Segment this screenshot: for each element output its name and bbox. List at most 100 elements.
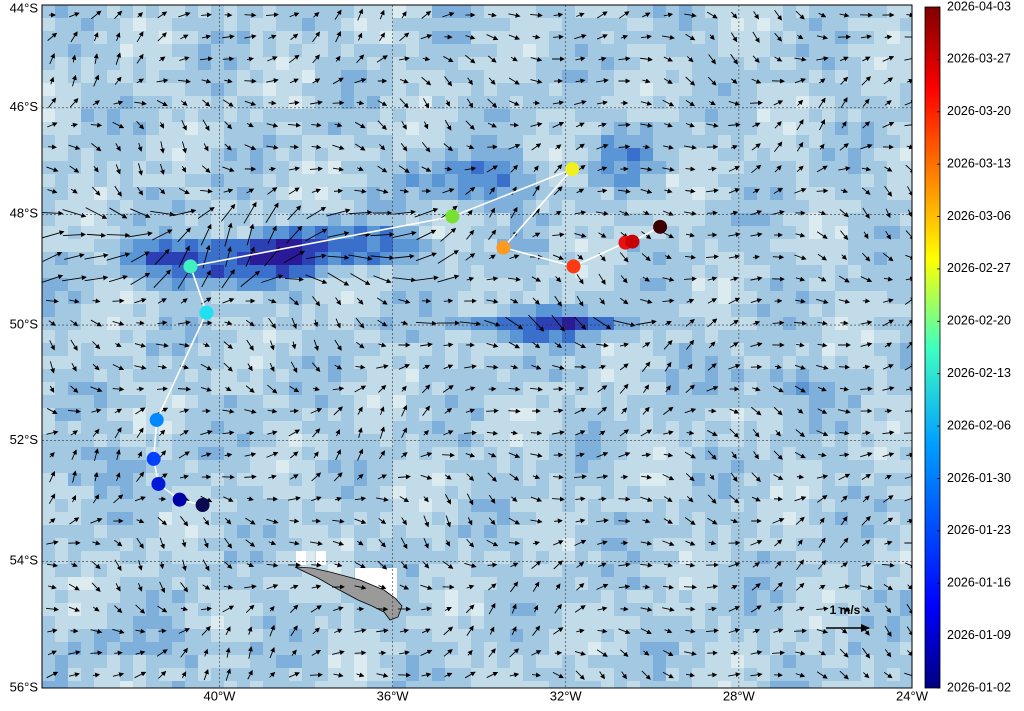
field-cell: [692, 395, 706, 409]
field-cell: [146, 629, 160, 643]
field-cell: [237, 668, 251, 682]
field-cell: [861, 525, 875, 539]
field-cell: [588, 616, 602, 630]
field-cell: [159, 174, 173, 188]
field-cell: [42, 31, 56, 45]
field-cell: [159, 187, 173, 201]
field-cell: [302, 187, 316, 201]
field-cell: [159, 44, 173, 58]
field-cell: [55, 161, 69, 175]
field-cell: [419, 265, 433, 279]
vector: [618, 125, 630, 126]
track-point: [625, 235, 639, 249]
field-cell: [484, 460, 498, 474]
field-cell: [887, 655, 901, 669]
colorbar-tick-label: 2026-02-27: [947, 261, 1011, 275]
field-cell: [653, 408, 667, 422]
field-cell: [653, 187, 667, 201]
field-cell: [887, 18, 901, 32]
field-cell: [315, 213, 329, 227]
field-cell: [809, 668, 823, 682]
field-cell: [822, 577, 836, 591]
field-cell: [731, 525, 745, 539]
field-cell: [237, 564, 251, 578]
field-cell: [42, 343, 56, 357]
field-cell: [315, 44, 329, 58]
field-cell: [718, 434, 732, 448]
field-cell: [536, 421, 550, 435]
field-cell: [848, 590, 862, 604]
field-cell: [640, 148, 654, 162]
field-cell: [523, 226, 537, 240]
field-cell: [94, 538, 108, 552]
field-cell: [120, 499, 134, 513]
field-cell: [198, 148, 212, 162]
field-cell: [848, 239, 862, 253]
x-tick-label: 28°W: [723, 688, 756, 703]
field-cell: [159, 5, 173, 19]
field-cell: [887, 122, 901, 136]
field-cell: [237, 590, 251, 604]
field-cell: [211, 668, 225, 682]
field-cell: [55, 5, 69, 19]
field-cell: [718, 226, 732, 240]
field-cell: [68, 187, 82, 201]
field-cell: [185, 148, 199, 162]
field-cell: [874, 44, 888, 58]
field-cell: [640, 447, 654, 461]
field-cell: [809, 252, 823, 266]
field-cell: [666, 655, 680, 669]
field-cell: [887, 629, 901, 643]
field-cell: [848, 473, 862, 487]
field-cell: [627, 356, 641, 370]
field-cell: [705, 161, 719, 175]
field-cell: [68, 590, 82, 604]
field-cell: [211, 187, 225, 201]
field-cell: [42, 83, 56, 97]
field-cell: [393, 499, 407, 513]
field-cell: [874, 369, 888, 383]
field-cell: [588, 590, 602, 604]
field-cell: [55, 395, 69, 409]
field-cell: [549, 525, 563, 539]
field-cell: [458, 447, 472, 461]
field-cell: [874, 447, 888, 461]
field-cell: [718, 187, 732, 201]
field-cell: [471, 603, 485, 617]
field-cell: [523, 629, 537, 643]
field-cell: [770, 135, 784, 149]
field-cell: [796, 213, 810, 227]
field-cell: [731, 616, 745, 630]
field-cell: [302, 109, 316, 123]
field-cell: [120, 70, 134, 84]
field-cell: [81, 603, 95, 617]
field-cell: [432, 655, 446, 669]
field-cell: [809, 70, 823, 84]
field-cell: [497, 44, 511, 58]
field-cell: [406, 330, 420, 344]
field-cell: [796, 83, 810, 97]
field-cell: [406, 5, 420, 19]
field-cell: [900, 590, 914, 604]
field-cell: [835, 174, 849, 188]
field-cell: [523, 239, 537, 253]
field-cell: [289, 265, 303, 279]
field-cell: [276, 629, 290, 643]
field-cell: [627, 5, 641, 19]
field-cell: [770, 655, 784, 669]
field-cell: [835, 369, 849, 383]
field-cell: [133, 564, 147, 578]
field-cell: [198, 642, 212, 656]
field-cell: [146, 18, 160, 32]
field-cell: [55, 18, 69, 32]
field-cell: [250, 200, 264, 214]
field-cell: [315, 5, 329, 19]
field-cell: [471, 356, 485, 370]
field-cell: [393, 317, 407, 331]
field-cell: [250, 512, 264, 526]
field-cell: [848, 525, 862, 539]
field-cell: [679, 421, 693, 435]
field-cell: [562, 655, 576, 669]
field-cell: [562, 447, 576, 461]
field-cell: [315, 187, 329, 201]
